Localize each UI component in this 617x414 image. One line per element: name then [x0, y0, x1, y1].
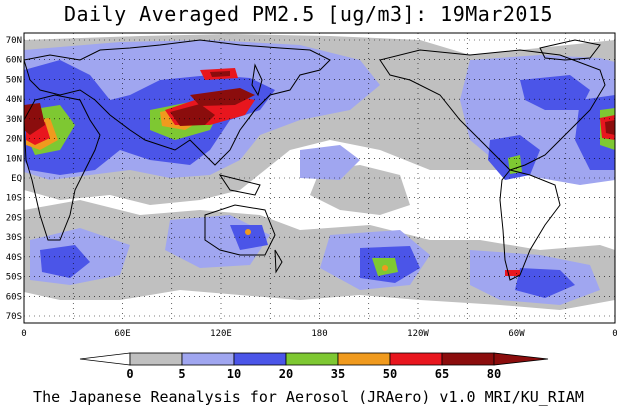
pm25-field	[24, 33, 615, 323]
colorbar-segment	[389, 352, 443, 366]
coastlines	[24, 39, 606, 281]
lat-label: 60S	[6, 292, 22, 302]
colorbar-segment	[181, 352, 235, 366]
colorbar: 0 5 10 20 35 50 65 80	[79, 352, 549, 381]
colorbar-segment	[285, 352, 339, 366]
colorbar-tick-label: 80	[487, 367, 501, 381]
colorbar-segment	[441, 352, 495, 366]
colorbar-tick-label: 50	[383, 367, 397, 381]
lon-label: 120W	[407, 329, 429, 339]
colorbar-tick-label: 20	[279, 367, 293, 381]
credit-footer: The Japanese Reanalysis for Aerosol (JRA…	[33, 388, 584, 406]
lat-label: 10S	[6, 194, 22, 204]
lon-label: 120E	[210, 329, 232, 339]
graticule	[24, 33, 615, 323]
lat-label: 20S	[6, 213, 22, 223]
lat-label: EQ	[11, 174, 22, 184]
lat-label: 50N	[6, 75, 22, 85]
colorbar-tick-label: 0	[126, 367, 133, 381]
lat-label: 40S	[6, 253, 22, 263]
colorbar-segment	[337, 352, 391, 366]
lat-label: 30S	[6, 233, 22, 243]
lat-label: 40N	[6, 95, 22, 105]
lon-label: 60W	[508, 329, 525, 339]
lon-label: 60E	[114, 329, 130, 339]
colorbar-tick-label: 35	[331, 367, 345, 381]
colorbar-tick-label: 5	[178, 367, 185, 381]
longitude-labels: 0 60E 120E 180 120W 60W 0	[21, 329, 617, 339]
map-title: Daily Averaged PM2.5 [ug/m3]: 19Mar2015	[63, 2, 554, 26]
lon-label: 0	[21, 329, 26, 339]
colorbar-tick-label: 10	[227, 367, 241, 381]
colorbar-segment	[493, 352, 549, 366]
lat-label: 60N	[6, 56, 22, 66]
lat-label: 10N	[6, 154, 22, 164]
latitude-labels: 70N 60N 50N 40N 30N 20N 10N EQ 10S 20S 30S 40S 50S 60…	[6, 36, 22, 322]
lat-label: 30N	[6, 115, 22, 125]
colorbar-segment	[129, 352, 183, 366]
lat-label: 20N	[6, 135, 22, 145]
lat-label: 70N	[6, 36, 22, 46]
colorbar-segment	[233, 352, 287, 366]
map-frame	[23, 32, 616, 324]
lon-label: 0	[612, 329, 617, 339]
lat-label: 50S	[6, 273, 22, 283]
colorbar-tick-label: 65	[435, 367, 449, 381]
lat-label: 70S	[6, 312, 22, 322]
lon-label: 180	[311, 329, 327, 339]
colorbar-segment	[79, 352, 131, 366]
